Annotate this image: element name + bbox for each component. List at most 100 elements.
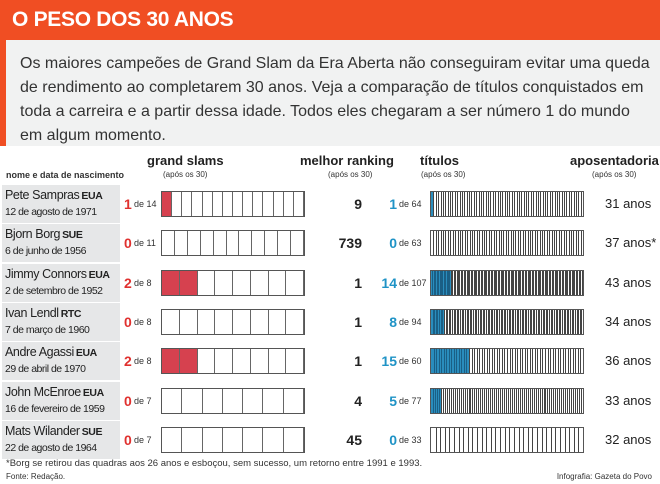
title-tick [515, 388, 517, 413]
title-tick [459, 192, 461, 216]
title-tick [472, 270, 474, 295]
titles-after30: 8 [389, 313, 397, 330]
title-tick [571, 388, 573, 413]
grand-slams-total: de 8 [134, 316, 152, 327]
title-tick [450, 309, 452, 334]
header-retirement: aposentadoria [570, 153, 659, 168]
title-tick [567, 349, 569, 374]
titles-after30: 0 [389, 431, 397, 448]
grand-slam-cell [286, 270, 304, 295]
title-tick [432, 309, 434, 334]
title-tick [533, 270, 535, 295]
title-tick [483, 270, 485, 295]
grand-slam-cell [203, 388, 223, 413]
title-tick [550, 309, 552, 334]
title-tick [469, 270, 471, 295]
title-tick [476, 309, 478, 334]
title-tick [462, 231, 464, 256]
title-tick [507, 349, 508, 374]
title-tick [458, 427, 460, 452]
title-tick [528, 309, 530, 334]
title-tick [449, 270, 451, 295]
title-tick [561, 270, 563, 295]
grand-slam-cell [284, 427, 304, 452]
title-tick [507, 270, 509, 295]
grand-slam-cell [251, 349, 269, 374]
titles-after30: 0 [389, 235, 397, 252]
title-tick [527, 388, 529, 413]
title-tick [502, 270, 504, 295]
retirement-age: 33 anos [605, 392, 652, 408]
title-tick [476, 192, 478, 216]
title-tick [553, 309, 555, 334]
title-tick [436, 349, 438, 374]
title-tick [524, 270, 526, 295]
title-tick [435, 427, 437, 452]
title-tick [522, 349, 524, 374]
title-tick [565, 349, 567, 374]
grand-slam-cell [269, 309, 287, 334]
title-tick [500, 309, 502, 334]
title-tick [464, 309, 466, 334]
title-tick [472, 427, 474, 452]
player-birth: 2 de setembro de 1952 [5, 284, 103, 297]
title-tick [527, 231, 529, 256]
title-tick [565, 388, 567, 413]
table-row: Jimmy Connors EUA 2 de setembro de 1952 2 de… [0, 263, 660, 302]
title-tick [445, 192, 447, 216]
title-tick [443, 231, 445, 256]
titles-after30-fill [431, 349, 469, 374]
title-tick [541, 388, 543, 413]
title-tick [529, 270, 531, 295]
grand-slams-after30: 0 [124, 392, 132, 409]
footnote: *Borg se retirou das quadras aos 26 anos… [6, 458, 423, 469]
title-tick [497, 270, 499, 295]
player-name-box: Pete Sampras EUA 12 de agosto de 1971 [2, 185, 120, 223]
title-tick [477, 270, 479, 295]
title-tick [543, 388, 545, 413]
title-tick [527, 270, 529, 295]
title-tick [452, 270, 454, 295]
title-tick [486, 270, 488, 295]
title-tick [549, 309, 551, 334]
title-tick [540, 270, 542, 295]
player-birth: 29 de abril de 1970 [5, 363, 86, 376]
title-tick [456, 349, 458, 374]
title-tick [554, 270, 556, 295]
title-tick [581, 270, 583, 295]
title-tick [487, 309, 489, 334]
title-tick [516, 270, 518, 295]
title-tick [443, 349, 445, 374]
title-tick [507, 388, 509, 413]
title-tick [533, 192, 535, 216]
title-tick [455, 270, 457, 295]
title-tick [570, 231, 572, 256]
title-tick [435, 231, 437, 256]
title-tick [525, 388, 527, 413]
title-tick [532, 427, 534, 452]
title-tick [575, 192, 577, 216]
title-tick [481, 231, 483, 256]
grand-slam-cell [223, 427, 244, 452]
title-tick [499, 192, 501, 216]
grand-slam-cell [162, 388, 183, 413]
player-name: Mats Wilander [5, 423, 80, 438]
title-tick [555, 349, 557, 374]
title-tick [554, 192, 556, 216]
title-tick [551, 388, 553, 413]
title-tick [506, 388, 507, 413]
title-tick [481, 349, 483, 374]
title-tick [504, 270, 506, 295]
title-tick [444, 427, 446, 452]
title-tick [574, 270, 576, 295]
grand-slam-cell [252, 231, 266, 256]
player-country: EUA [81, 190, 103, 202]
grand-slam-cell [294, 192, 304, 216]
title-tick [493, 270, 495, 295]
title-tick [541, 427, 543, 452]
title-tick [446, 349, 448, 374]
title-tick [501, 349, 503, 374]
title-tick [547, 192, 549, 216]
title-tick [454, 388, 456, 413]
title-tick [435, 192, 437, 216]
